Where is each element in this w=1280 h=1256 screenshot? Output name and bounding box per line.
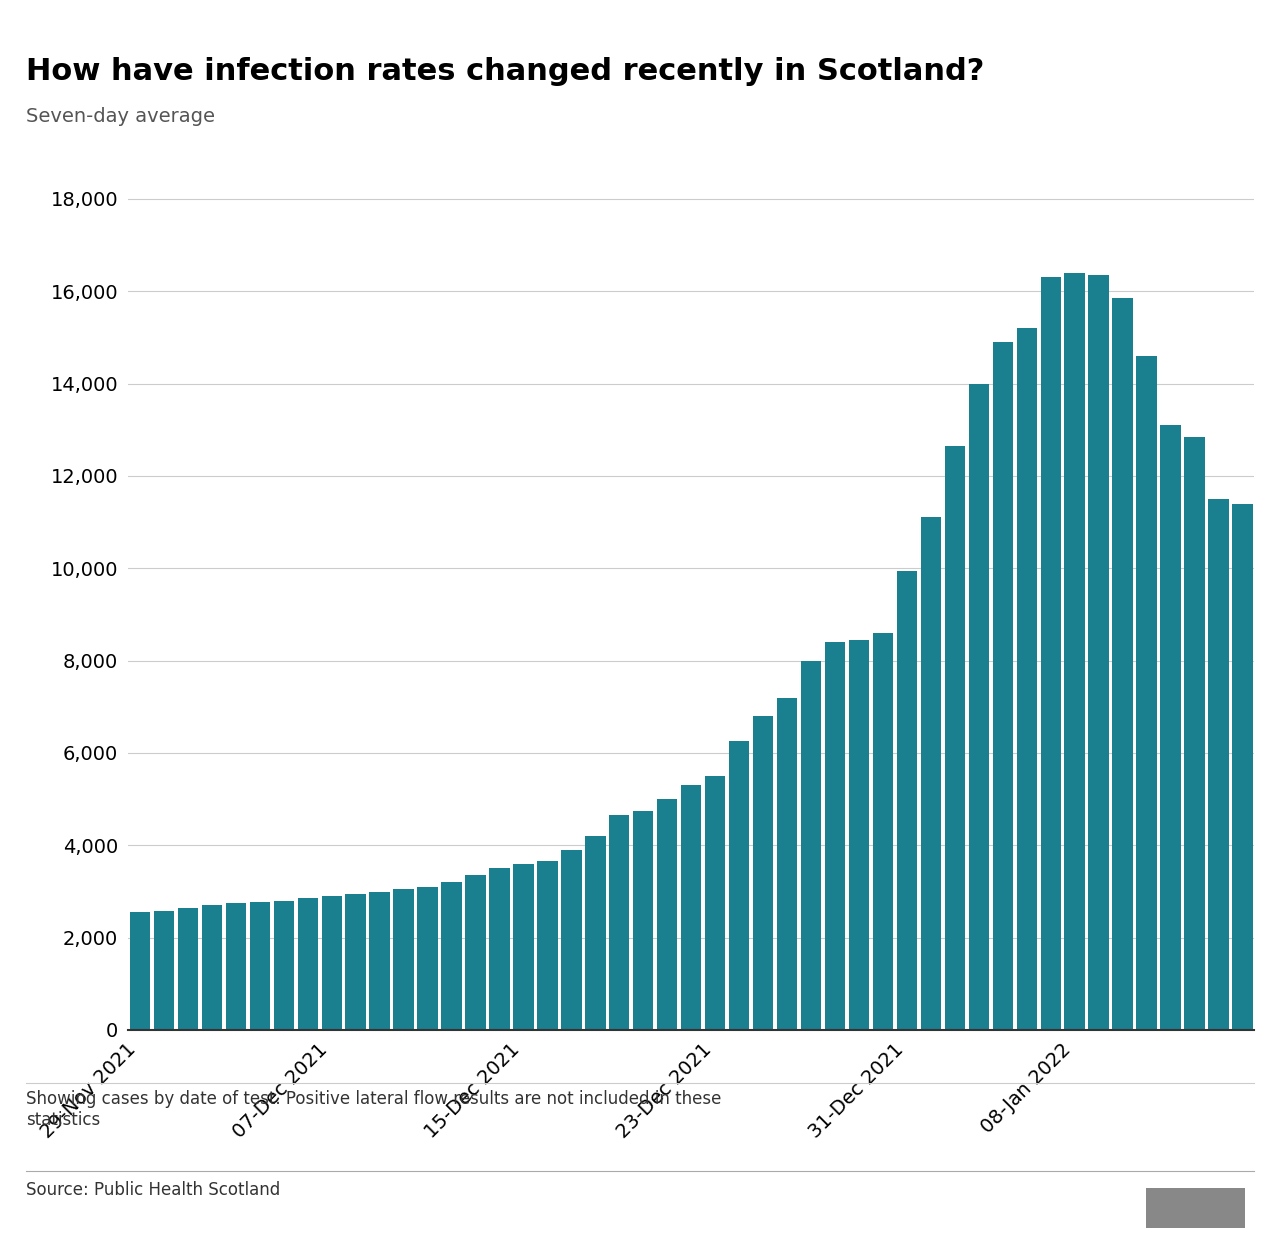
Bar [442,882,462,1030]
Bar [202,906,221,1030]
Bar [346,894,366,1030]
Bar [466,875,485,1030]
Text: Seven-day average: Seven-day average [26,107,215,126]
Bar [393,889,413,1030]
Bar [705,776,726,1030]
Bar [1233,504,1253,1030]
Bar [370,892,390,1030]
Bar [657,799,677,1030]
Bar [897,570,916,1030]
Bar [609,815,630,1030]
Bar [1016,328,1037,1030]
Bar [417,887,438,1030]
Bar [920,517,941,1030]
Bar [154,911,174,1030]
Text: BBC: BBC [1179,1201,1212,1216]
Bar [634,810,654,1030]
Bar [777,697,797,1030]
Bar [250,902,270,1030]
Bar [321,896,342,1030]
Bar [1041,278,1061,1030]
Bar [1088,275,1108,1030]
Bar [945,446,965,1030]
Bar [297,898,317,1030]
Bar [178,908,198,1030]
Bar [969,383,989,1030]
Bar [1184,437,1204,1030]
Bar [849,639,869,1030]
Bar [824,642,845,1030]
Bar [585,836,605,1030]
Bar [1065,273,1085,1030]
Text: Showing cases by date of test. Positive lateral flow results are not included in: Showing cases by date of test. Positive … [26,1090,721,1129]
Bar [1137,355,1157,1030]
Bar [1208,499,1229,1030]
Bar [801,661,822,1030]
Bar [561,850,581,1030]
Bar [728,741,749,1030]
Bar [1112,298,1133,1030]
Text: How have infection rates changed recently in Scotland?: How have infection rates changed recentl… [26,57,984,85]
Bar [274,901,294,1030]
Bar [538,862,558,1030]
Text: Source: Public Health Scotland: Source: Public Health Scotland [26,1181,280,1198]
Bar [1161,425,1180,1030]
Bar [873,633,893,1030]
Bar [513,864,534,1030]
Bar [681,785,701,1030]
Bar [225,903,246,1030]
Bar [992,342,1012,1030]
Bar [129,912,150,1030]
Bar [753,716,773,1030]
Bar [489,868,509,1030]
